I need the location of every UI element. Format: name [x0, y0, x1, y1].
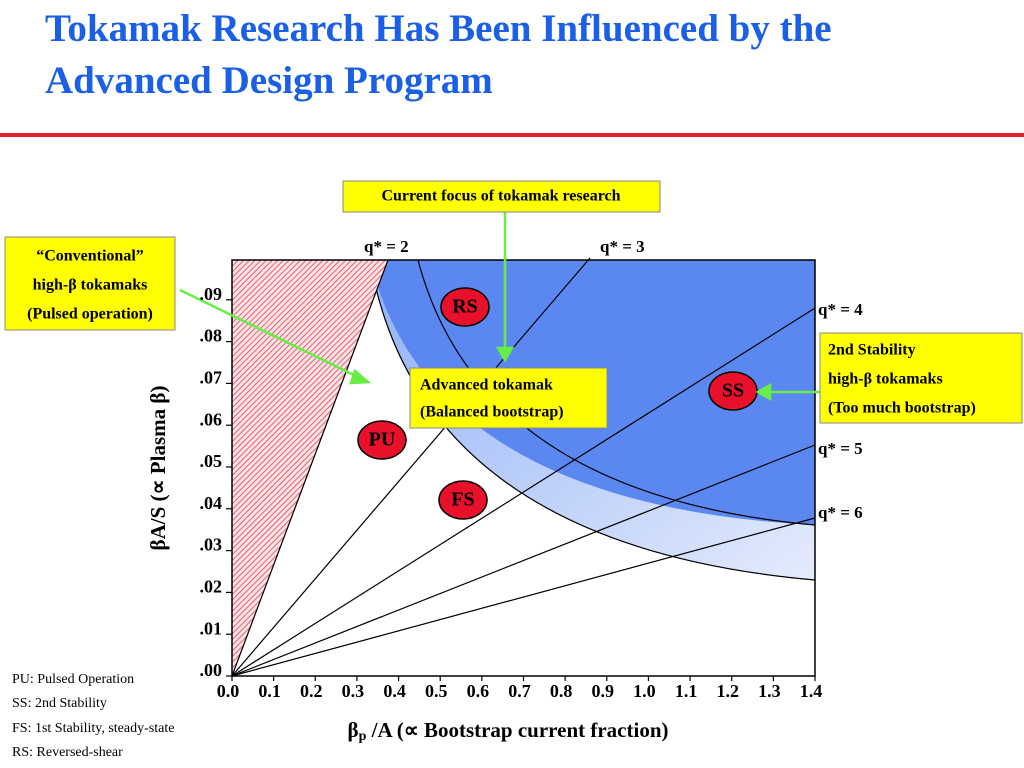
y-tick-label: .07	[200, 368, 223, 388]
y-tick-label: .05	[200, 451, 223, 471]
annotation: high-β tokamaks	[33, 277, 148, 294]
boundary-curve	[417, 259, 816, 526]
region-label: FS	[451, 489, 474, 511]
x-tick-label: 1.3	[758, 681, 781, 701]
q-label: q* = 5	[818, 439, 863, 458]
arrow	[179, 288, 361, 380]
x-tick-label: 1.4	[800, 681, 823, 701]
x-tick-label: 1.2	[716, 681, 739, 701]
region-badge	[708, 371, 758, 411]
y-tick-label: .01	[200, 618, 223, 638]
annotation: (Balanced bootstrap)	[420, 404, 564, 421]
title: Advanced Design Program	[45, 59, 493, 102]
annotation: Advanced tokamak	[420, 377, 553, 394]
region-label: PU	[369, 429, 396, 451]
annotation: Current focus of tokamak research	[381, 188, 620, 205]
region-badge	[440, 287, 490, 327]
y-tick-label: .04	[200, 493, 223, 513]
q-line	[231, 517, 816, 677]
q-line	[231, 257, 591, 677]
q-label: q* = 6	[818, 503, 863, 522]
x-tick-label: 0.0	[217, 681, 240, 701]
annotation-box	[409, 367, 608, 429]
region-labels: RS PU SS FS	[357, 287, 758, 520]
note: RS: Reversed-shear	[12, 745, 123, 760]
x-tick-label: 0.6	[467, 681, 490, 701]
boundary-curve	[369, 259, 816, 581]
x-label-symbol: β	[347, 718, 358, 742]
annotation: high-β tokamaks	[828, 371, 943, 388]
x-label-text: /A (∝ Bootstrap current fraction)	[366, 718, 668, 742]
arrowhead	[349, 368, 372, 385]
x-tick-label: 1.1	[675, 681, 698, 701]
annotation-box	[342, 180, 661, 213]
arrowhead	[755, 382, 772, 402]
x-tick-label: 0.7	[508, 681, 531, 701]
annotation: (Pulsed operation)	[27, 306, 153, 323]
title: Tokamak Research Has Been Influenced by …	[45, 7, 832, 50]
x-tick-label: 0.5	[425, 681, 448, 701]
y-tick-label: .08	[200, 326, 223, 346]
q-line	[231, 307, 816, 677]
arrowhead	[495, 346, 515, 363]
annotation-box	[819, 332, 1023, 424]
y-tick-label: .03	[200, 535, 223, 555]
q-line	[231, 444, 816, 677]
x-tick-label: 0.9	[592, 681, 615, 701]
note: SS: 2nd Stability	[12, 696, 107, 711]
note: PU: Pulsed Operation	[12, 672, 134, 687]
x-label-subscript: p	[359, 729, 367, 744]
q-label: q* = 4	[818, 300, 863, 319]
plot-area	[231, 257, 816, 677]
note: FS: 1st Stability, steady-state	[12, 721, 174, 736]
y-tick-label: .09	[200, 284, 223, 304]
annotation: “Conventional”	[36, 248, 144, 265]
x-tick-label: 0.3	[342, 681, 365, 701]
region-label: SS	[722, 380, 744, 402]
region-badge	[357, 420, 407, 460]
x-tick-label: 0.2	[300, 681, 323, 701]
q-label: q* = 3	[600, 237, 645, 256]
y-axis-label: βA/S (∝ Plasma β)	[146, 386, 170, 551]
x-tick-label: 1.0	[633, 681, 656, 701]
q-label: q* = 2	[364, 237, 409, 256]
x-tick-label: 0.8	[550, 681, 573, 701]
q-line	[231, 259, 389, 677]
y-tick-label: .00	[200, 660, 223, 680]
annotation: 2nd Stability	[828, 342, 916, 359]
annotation-box	[4, 236, 176, 331]
title-rule	[0, 133, 1024, 137]
region-badge	[438, 480, 488, 520]
y-tick-label: .02	[200, 577, 223, 597]
x-tick-label: 0.4	[383, 681, 406, 701]
region-label: RS	[452, 296, 478, 318]
x-axis-label: βp /A (∝ Bootstrap current fraction)	[347, 718, 668, 744]
y-tick-label: .06	[200, 409, 223, 429]
annotation: (Too much bootstrap)	[828, 400, 976, 417]
x-tick-label: 0.1	[258, 681, 281, 701]
